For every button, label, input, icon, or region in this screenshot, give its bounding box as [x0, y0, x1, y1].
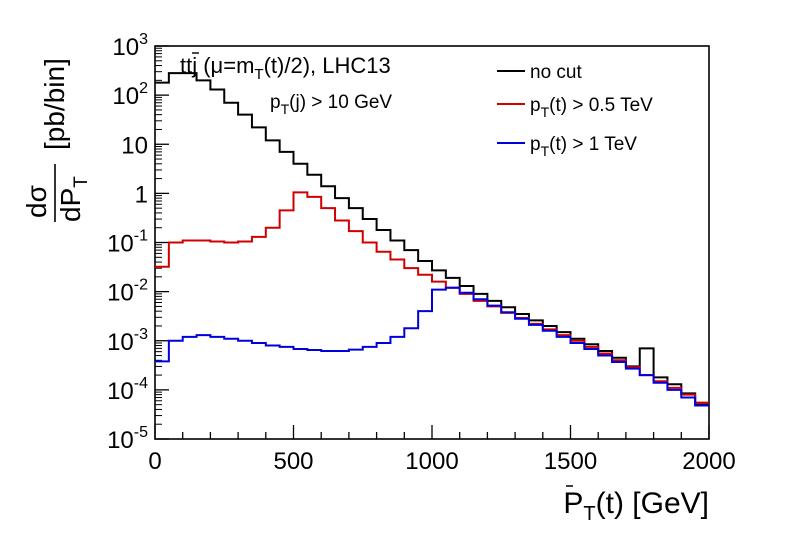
annotation-process-tt: tt: [180, 53, 192, 78]
legend-label-no-cut: no cut: [530, 62, 582, 83]
y-axis-title: dσ dPT [pb/bin]: [21, 58, 92, 222]
annotation-process-rest: (t)/2), LHC13: [264, 53, 391, 78]
y-tick-label: 10-4: [107, 375, 148, 405]
annotation-cut: pT(j) > 10 GeV: [270, 92, 392, 117]
legend-label-pt1: pT(t) > 1 TeV: [530, 134, 637, 159]
y-tick-label: 103: [112, 31, 148, 61]
y-tick-label: 10: [121, 132, 148, 159]
x-tick-label: 0: [148, 448, 161, 475]
series-line-2: [155, 286, 709, 407]
y-tick-label: 10-1: [107, 228, 148, 258]
x-tick-label: 1000: [405, 448, 458, 475]
y-tick-label: 10-2: [107, 277, 148, 307]
series-line-0: [155, 72, 709, 406]
x-axis-title: PT(t) [GeV]: [563, 487, 709, 525]
x-tick-label: 2000: [682, 448, 735, 475]
y-tick-label: 1: [135, 181, 148, 208]
x-tick-label: 1500: [544, 448, 597, 475]
annotation-process-sub: T: [254, 66, 263, 83]
svg-text:[pb/bin]: [pb/bin]: [39, 58, 70, 150]
svg-text:dPT: dPT: [55, 176, 92, 222]
legend-label-pt05: pT(t) > 0.5 TeV: [530, 95, 653, 120]
annotation-process-j: j (μ=m: [191, 53, 254, 78]
x-tick-label: 500: [273, 448, 313, 475]
series-layer: [155, 72, 709, 407]
axis-ticks: 0 500 1000 1500 2000 10-5 10-4 10-3 10-2 10-1 1 10 1…: [107, 31, 736, 475]
y-tick-label: 10-3: [107, 326, 148, 356]
legend: no cut pT(t) > 0.5 TeV pT(t) > 1 TeV: [497, 62, 653, 159]
annotation-process: ttj (μ=mT(t)/2), LHC13: [180, 53, 391, 83]
y-tick-label: 10-5: [107, 424, 148, 454]
svg-text:dσ: dσ: [21, 185, 52, 218]
y-tick-label: 102: [112, 80, 148, 110]
